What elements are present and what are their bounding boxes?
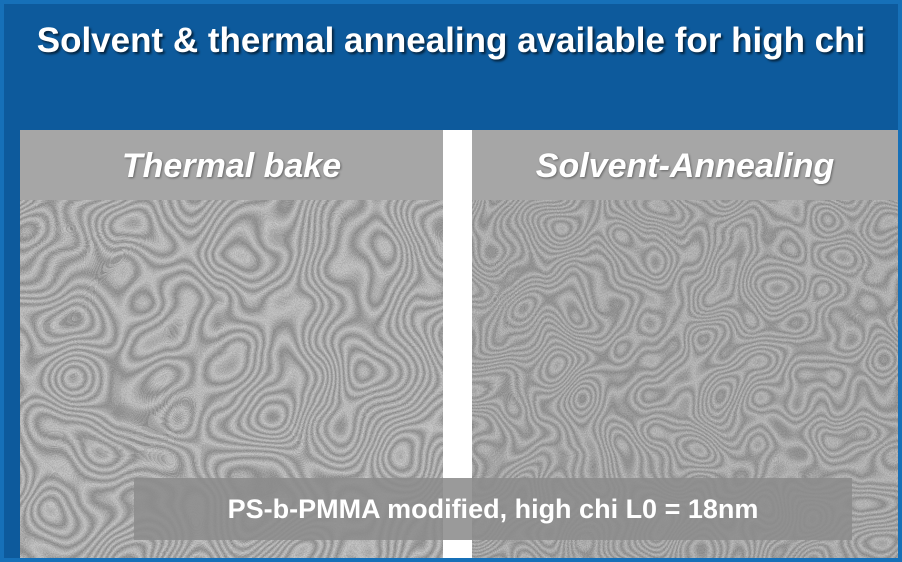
- panel-label: Thermal bake: [20, 130, 443, 200]
- slide-title: Solvent & thermal annealing available fo…: [14, 18, 888, 64]
- slide: Solvent & thermal annealing available fo…: [0, 0, 902, 562]
- caption: PS-b-PMMA modified, high chi L0 = 18nm: [134, 478, 852, 540]
- panel-label: Solvent-Annealing: [472, 130, 898, 200]
